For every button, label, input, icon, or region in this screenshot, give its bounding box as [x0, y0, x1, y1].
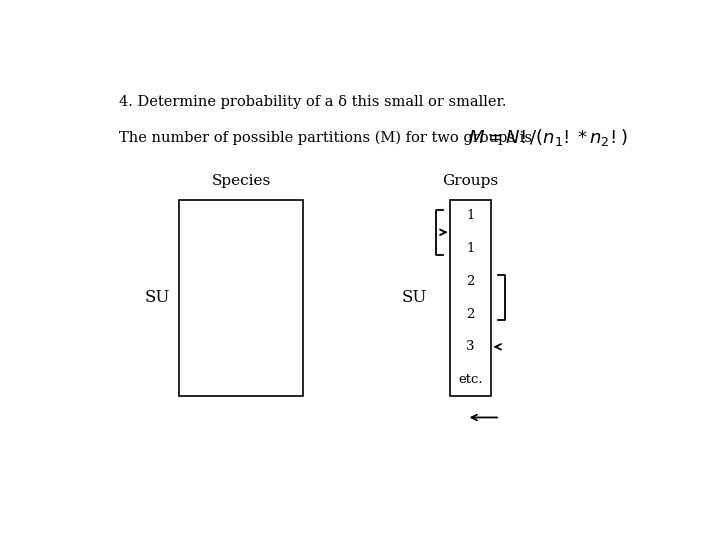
Text: 2: 2	[467, 308, 474, 321]
Text: 4. Determine probability of a δ this small or smaller.: 4. Determine probability of a δ this sma…	[120, 94, 507, 109]
Text: etc.: etc.	[458, 373, 483, 386]
Text: SU: SU	[402, 289, 427, 306]
Text: Species: Species	[212, 174, 271, 188]
Text: Groups: Groups	[443, 174, 498, 188]
Text: $\mathit{M} = \mathit{N}\mathit{!}/(\mathit{n}_1\mathit{!} * \mathit{n}_2\mathit: $\mathit{M} = \mathit{N}\mathit{!}/(\mat…	[468, 127, 628, 149]
Text: 1: 1	[467, 210, 474, 222]
Text: The number of possible partitions (Μ) for two groups is: The number of possible partitions (Μ) fo…	[120, 131, 533, 145]
Bar	[179, 200, 303, 396]
Text: 1: 1	[467, 242, 474, 255]
Text: 2: 2	[467, 275, 474, 288]
Text: SU: SU	[145, 289, 170, 306]
Bar	[451, 200, 490, 396]
Text: 3: 3	[467, 340, 474, 353]
